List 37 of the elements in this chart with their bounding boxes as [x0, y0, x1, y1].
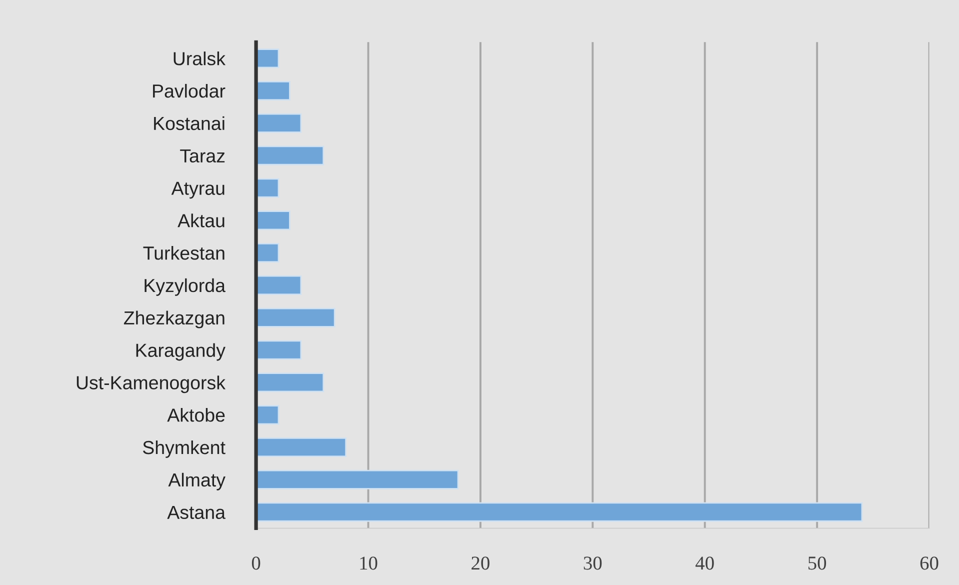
y-tick-label: Ust-Kamenogorsk — [76, 376, 226, 394]
bar — [256, 48, 280, 68]
x-tick-label: 10 — [360, 556, 378, 570]
y-tick-label: Uralsk — [174, 52, 226, 66]
y-tick-label: Atyrau — [171, 182, 224, 199]
x-tick-label: 30 — [584, 556, 602, 570]
bar — [256, 405, 280, 425]
y-tick-label: Karagandy — [136, 343, 226, 361]
bar — [256, 146, 324, 166]
bar — [256, 308, 336, 328]
y-tick-label: Pavlodar — [153, 84, 226, 98]
y-tick-label: Astana — [167, 506, 226, 520]
x-tick-label: 50 — [808, 556, 826, 570]
bar — [256, 275, 302, 295]
y-tick-label: Zhezkazgan — [124, 310, 224, 328]
x-tick-label: 20 — [472, 556, 490, 570]
y-tick-label: Turkestan — [143, 246, 224, 260]
bar — [256, 210, 290, 230]
y-tick-label: Almaty — [168, 472, 226, 490]
x-tick-label: 0 — [252, 556, 260, 570]
y-tick-label: Kyzylorda — [144, 278, 226, 296]
bar — [256, 243, 280, 263]
bar — [256, 340, 302, 360]
bar — [256, 113, 302, 133]
y-tick-label: Shymkent — [142, 440, 226, 458]
y-tick-label: Aktobe — [167, 408, 225, 422]
bar — [256, 470, 459, 490]
y-tick-label: Kostanai — [154, 116, 224, 130]
x-tick-label: 60 — [920, 556, 938, 570]
y-tick-label: Taraz — [180, 149, 225, 163]
bar — [256, 502, 863, 522]
bar — [256, 372, 324, 392]
bar — [256, 437, 347, 457]
bar — [256, 178, 280, 198]
x-tick-label: 40 — [696, 556, 714, 570]
bar — [256, 80, 290, 101]
y-tick-label: Aktau — [178, 214, 224, 228]
